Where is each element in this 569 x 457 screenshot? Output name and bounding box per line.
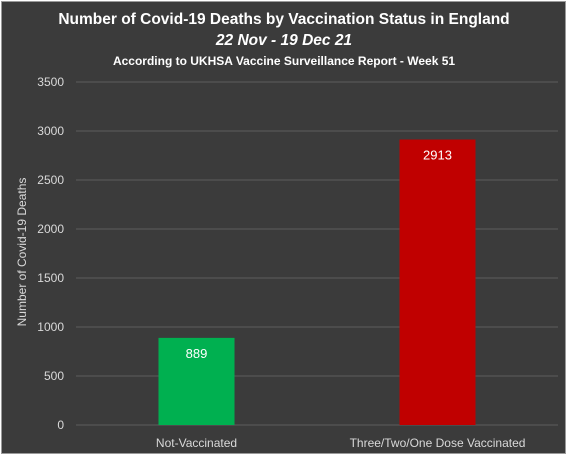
y-tick-label: 3500 [37, 75, 64, 89]
y-tick-label: 1000 [37, 320, 64, 334]
x-axis-ticks: Not-Vaccinated Three/Two/One Dose Vaccina… [156, 436, 526, 450]
y-tick-label: 0 [57, 418, 64, 432]
chart-title: Number of Covid-19 Deaths by Vaccination… [58, 11, 509, 28]
y-tick-label: 500 [44, 369, 64, 383]
bars: 889 2913 [158, 139, 476, 425]
bar-data-label: 2913 [423, 148, 452, 163]
bar-three-two-one-dose-vaccinated [399, 139, 476, 425]
y-tick-label: 2000 [37, 222, 64, 236]
x-tick-label: Not-Vaccinated [156, 436, 237, 450]
y-tick-label: 3000 [37, 124, 64, 138]
y-axis-label: Number of Covid-19 Deaths [15, 178, 29, 327]
bar-data-label: 889 [186, 346, 208, 361]
y-tick-label: 2500 [37, 173, 64, 187]
x-tick-label: Three/Two/One Dose Vaccinated [350, 436, 526, 450]
y-axis-ticks: 0 500 1000 1500 2000 2500 3000 3500 [37, 75, 64, 432]
chart-subtitle: 22 Nov - 19 Dec 21 [215, 32, 352, 49]
gridlines [76, 81, 558, 426]
chart-subtitle-source: According to UKHSA Vaccine Surveillance … [113, 54, 455, 68]
bar-not-vaccinated [158, 337, 235, 425]
y-tick-label: 1500 [37, 271, 64, 285]
